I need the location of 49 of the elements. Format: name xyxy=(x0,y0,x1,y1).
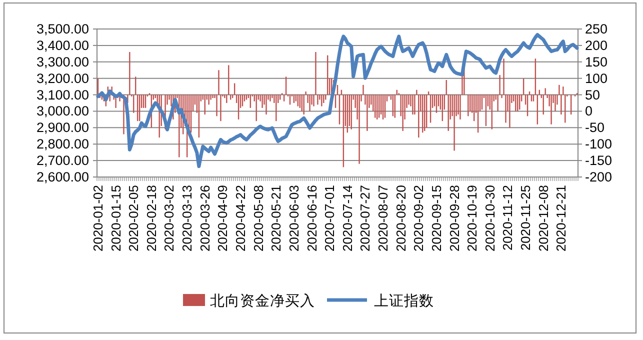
x-tick-label: 2020-11-25 xyxy=(518,185,534,251)
x-tick-label: 2020-09-02 xyxy=(411,185,426,252)
y2-tick-label: -50 xyxy=(585,120,605,136)
y2-tick-label: 150 xyxy=(585,54,608,70)
x-tick-label: 2020-07-27 xyxy=(358,185,373,252)
x-tick-label: 2020-08-07 xyxy=(376,185,391,252)
y-tick-label: 3,200.00 xyxy=(36,70,89,86)
x-tick-label: 2020-04-22 xyxy=(233,185,248,252)
x-tick-label: 2020-03-26 xyxy=(197,185,212,252)
x-tick-label: 2020-10-19 xyxy=(464,185,480,252)
x-tick-label: 2020-01-15 xyxy=(108,185,124,252)
x-tick-label: 2020-06-16 xyxy=(304,185,320,252)
y2-tick-label: -150 xyxy=(585,153,612,168)
y2-tick-label: 50 xyxy=(585,87,600,102)
y2-tick-label: -100 xyxy=(585,136,612,152)
x-tick-label: 2020-11-12 xyxy=(500,185,516,251)
legend-label: 上证指数 xyxy=(374,292,434,310)
x-tick-label: 2020-03-02 xyxy=(162,185,177,252)
y-tick-label: 2,800.00 xyxy=(36,136,89,152)
y-tick-label: 2,700.00 xyxy=(36,153,89,168)
y-tick-label: 3,000.00 xyxy=(36,104,89,119)
y-tick-label: 3,100.00 xyxy=(36,87,89,102)
x-tick-label: 2020-06-03 xyxy=(286,185,302,252)
legend-label: 北向资金净买入 xyxy=(210,292,315,310)
y2-tick-label: 250 xyxy=(585,22,608,36)
x-tick-label: 2020-09-15 xyxy=(428,185,444,252)
y2-tick-label: -200 xyxy=(585,170,612,184)
y-tick-label: 2,900.00 xyxy=(36,120,89,136)
x-tick-label: 2020-07-14 xyxy=(340,185,355,252)
x-tick-label: 2020-02-18 xyxy=(144,185,159,252)
x-tick-label: 2020-08-20 xyxy=(393,185,408,252)
x-tick-label: 2020-01-02 xyxy=(90,185,106,252)
x-tick-label: 2020-05-08 xyxy=(250,185,266,252)
x-tick-label: 2020-07-01 xyxy=(322,185,338,252)
x-tick-label: 2020-10-30 xyxy=(482,185,498,252)
x-tick-label: 2020-05-21 xyxy=(268,185,284,252)
y-tick-label: 3,300.00 xyxy=(36,54,89,70)
x-tick-label: 2020-04-09 xyxy=(215,185,230,252)
y2-tick-label: 0 xyxy=(585,104,593,119)
y-tick-label: 2,600.00 xyxy=(36,170,89,184)
y-tick-label: 3,400.00 xyxy=(36,38,89,53)
y-tick-label: 3,500.00 xyxy=(36,22,89,36)
y2-tick-label: 200 xyxy=(585,38,608,53)
x-tick-label: 2020-02-05 xyxy=(126,185,142,252)
y2-tick-label: 100 xyxy=(585,70,608,86)
x-tick-label: 2020-03-13 xyxy=(180,185,195,252)
x-tick-label: 2020-09-28 xyxy=(446,185,462,252)
x-tick-label: 2020-12-21 xyxy=(554,185,569,252)
x-tick-label: 2020-12-08 xyxy=(536,185,551,252)
